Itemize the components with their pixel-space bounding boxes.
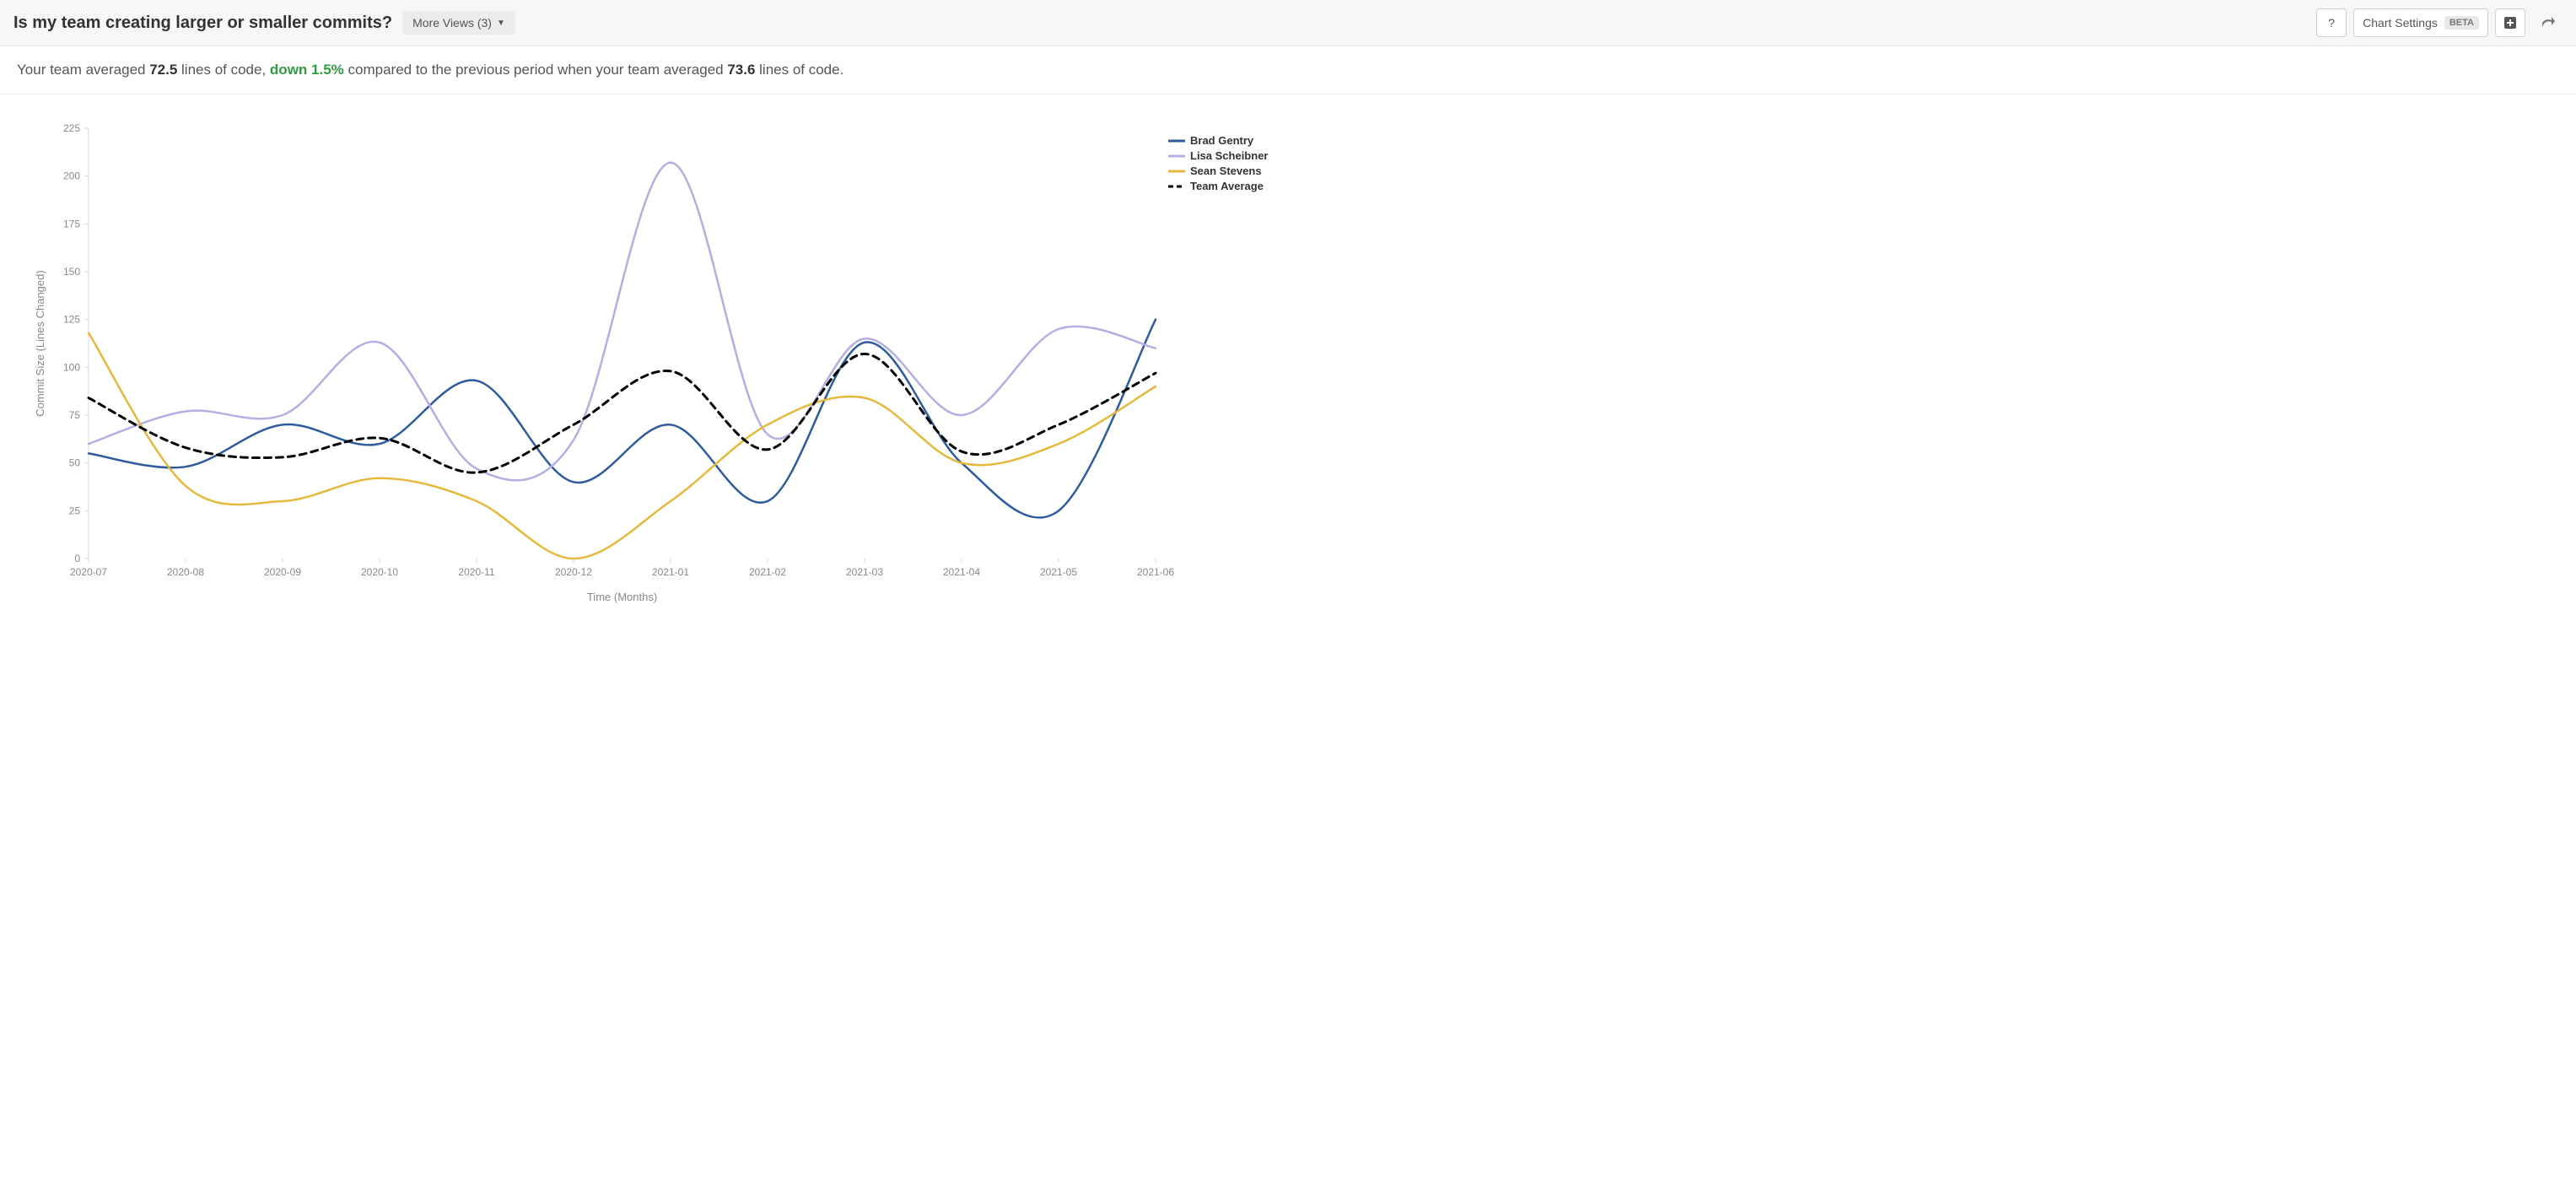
share-icon	[2540, 15, 2555, 30]
x-tick-label: 2020-11	[458, 566, 494, 578]
x-axis-label: Time (Months)	[587, 591, 657, 603]
beta-badge: BETA	[2444, 16, 2479, 30]
help-button[interactable]: ?	[2316, 8, 2347, 37]
chart-settings-button[interactable]: Chart Settings BETA	[2353, 8, 2488, 37]
y-tick-label: 50	[69, 457, 81, 469]
summary-mid1: lines of code,	[177, 62, 270, 78]
x-tick-label: 2021-02	[749, 566, 786, 578]
x-tick-label: 2020-10	[361, 566, 398, 578]
summary-bar: Your team averaged 72.5 lines of code, d…	[0, 46, 2576, 94]
y-tick-label: 175	[63, 218, 80, 230]
x-tick-label: 2021-03	[846, 566, 883, 578]
summary-prefix: Your team averaged	[17, 62, 149, 78]
y-tick-label: 0	[74, 553, 80, 564]
more-views-button[interactable]: More Views (3) ▼	[402, 11, 515, 35]
y-tick-label: 100	[63, 361, 80, 373]
summary-avg-current: 72.5	[149, 62, 177, 78]
header-right: ? Chart Settings BETA	[2316, 8, 2563, 37]
add-button[interactable]	[2495, 8, 2525, 37]
x-tick-label: 2021-06	[1137, 566, 1174, 578]
line-chart: 0 25 50 75 100 125 150 175 200 225 2020-07 2020-08 2…	[25, 111, 1291, 609]
x-tick-label: 2020-08	[167, 566, 204, 578]
series-line	[89, 333, 1156, 559]
legend-label: Lisa Scheibner	[1190, 149, 1268, 162]
x-tick-label: 2020-07	[70, 566, 107, 578]
summary-delta: down 1.5%	[270, 62, 344, 78]
summary-mid2: compared to the previous period when you…	[344, 62, 728, 78]
header-left: Is my team creating larger or smaller co…	[13, 11, 515, 35]
legend-label: Team Average	[1190, 180, 1264, 192]
share-button[interactable]	[2532, 8, 2563, 37]
x-tick-label: 2021-04	[943, 566, 980, 578]
chevron-down-icon: ▼	[497, 19, 505, 28]
chart-settings-label: Chart Settings	[2363, 16, 2438, 30]
y-tick-label: 25	[69, 505, 81, 516]
series-line	[89, 163, 1156, 480]
y-tick-label: 150	[63, 266, 80, 278]
y-tick-label: 75	[69, 409, 81, 421]
chart-header: Is my team creating larger or smaller co…	[0, 0, 2576, 46]
summary-suffix: lines of code.	[755, 62, 843, 78]
add-panel-icon	[2503, 16, 2517, 30]
y-tick-label: 125	[63, 314, 80, 326]
y-tick-label: 200	[63, 170, 80, 182]
more-views-label: More Views (3)	[412, 16, 492, 30]
x-tick-label: 2021-01	[652, 566, 689, 578]
legend-label: Brad Gentry	[1190, 134, 1254, 147]
y-axis-label: Commit Size (Lines Changed)	[34, 270, 46, 416]
y-tick-label: 225	[63, 122, 80, 134]
help-icon: ?	[2328, 16, 2335, 30]
page-title: Is my team creating larger or smaller co…	[13, 14, 392, 33]
x-tick-label: 2021-05	[1040, 566, 1077, 578]
legend-label: Sean Stevens	[1190, 165, 1262, 177]
chart-container: 0 25 50 75 100 125 150 175 200 225 2020-07 2020-08 2…	[0, 94, 2576, 634]
summary-avg-previous: 73.6	[727, 62, 755, 78]
x-tick-label: 2020-12	[555, 566, 592, 578]
x-tick-label: 2020-09	[264, 566, 301, 578]
